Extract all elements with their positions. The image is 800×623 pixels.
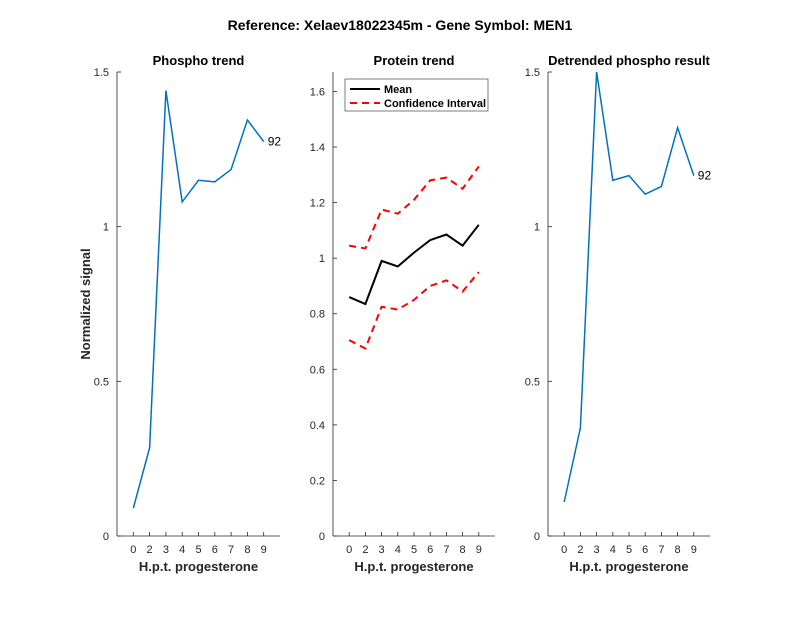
x-tick-label: 2: [577, 544, 583, 556]
series-line-mean: [348, 224, 480, 306]
series-line-detrended: [563, 71, 695, 503]
x-tick-label: 3: [163, 544, 169, 556]
x-tick-label: 5: [195, 544, 201, 556]
x-tick-label: 9: [691, 544, 697, 556]
panel-title: Phospho trend: [153, 53, 245, 68]
x-tick-label: 4: [395, 544, 401, 556]
x-tick-label: 2: [147, 544, 153, 556]
panel-title: Detrended phospho result: [548, 53, 710, 68]
y-tick-label: 1.6: [310, 86, 325, 98]
x-tick-label: 8: [460, 544, 466, 556]
x-tick-label: 9: [261, 544, 267, 556]
y-tick-label: 0.2: [310, 475, 325, 487]
data-annotation: 92: [698, 169, 712, 183]
panel-title: Protein trend: [374, 53, 455, 68]
x-tick-label: 5: [626, 544, 632, 556]
legend-mean-label: Mean: [384, 84, 412, 96]
x-tick-label: 3: [594, 544, 600, 556]
y-tick-label: 0: [103, 531, 109, 543]
y-tick-label: 1: [534, 222, 540, 234]
x-tick-label: 8: [244, 544, 250, 556]
y-tick-label: 0.5: [525, 376, 540, 388]
x-tick-label: 6: [642, 544, 648, 556]
x-tick-label: 0: [130, 544, 136, 556]
x-axis-label: H.p.t. progesterone: [354, 559, 473, 574]
data-annotation: 92: [268, 135, 282, 149]
y-tick-label: 0.4: [310, 420, 325, 432]
y-tick-label: 0.8: [310, 309, 325, 321]
x-tick-label: 6: [212, 544, 218, 556]
y-tick-label: 0.5: [94, 376, 109, 388]
x-axis-label: H.p.t. progesterone: [569, 559, 688, 574]
x-tick-label: 8: [675, 544, 681, 556]
y-tick-label: 1: [319, 253, 325, 265]
y-axis-label: Normalized signal: [78, 248, 93, 359]
y-tick-label: 1.4: [310, 142, 325, 154]
y-tick-label: 1.5: [94, 67, 109, 79]
x-tick-label: 4: [179, 544, 185, 556]
x-axis-label: H.p.t. progesterone: [139, 559, 258, 574]
y-tick-label: 0.6: [310, 364, 325, 376]
x-tick-label: 3: [379, 544, 385, 556]
series-line-phospho: [132, 90, 265, 509]
y-tick-label: 0: [319, 531, 325, 543]
y-tick-label: 0: [534, 531, 540, 543]
x-tick-label: 7: [443, 544, 449, 556]
x-tick-label: 2: [362, 544, 368, 556]
y-tick-label: 1: [103, 222, 109, 234]
x-tick-label: 0: [561, 544, 567, 556]
x-tick-label: 0: [346, 544, 352, 556]
x-tick-label: 7: [228, 544, 234, 556]
x-tick-label: 6: [427, 544, 433, 556]
x-tick-label: 9: [476, 544, 482, 556]
x-tick-label: 5: [411, 544, 417, 556]
x-tick-label: 7: [658, 544, 664, 556]
series-line-confidence-interval-upper: [349, 165, 480, 250]
figure-title: Reference: Xelaev18022345m - Gene Symbol…: [228, 17, 573, 33]
series-line-confidence-interval-lower: [348, 271, 480, 350]
y-tick-label: 1.2: [310, 198, 325, 210]
x-tick-label: 4: [610, 544, 616, 556]
legend-ci-label: Confidence Interval: [384, 98, 486, 110]
y-tick-label: 1.5: [525, 67, 540, 79]
legend-box: [344, 78, 489, 112]
